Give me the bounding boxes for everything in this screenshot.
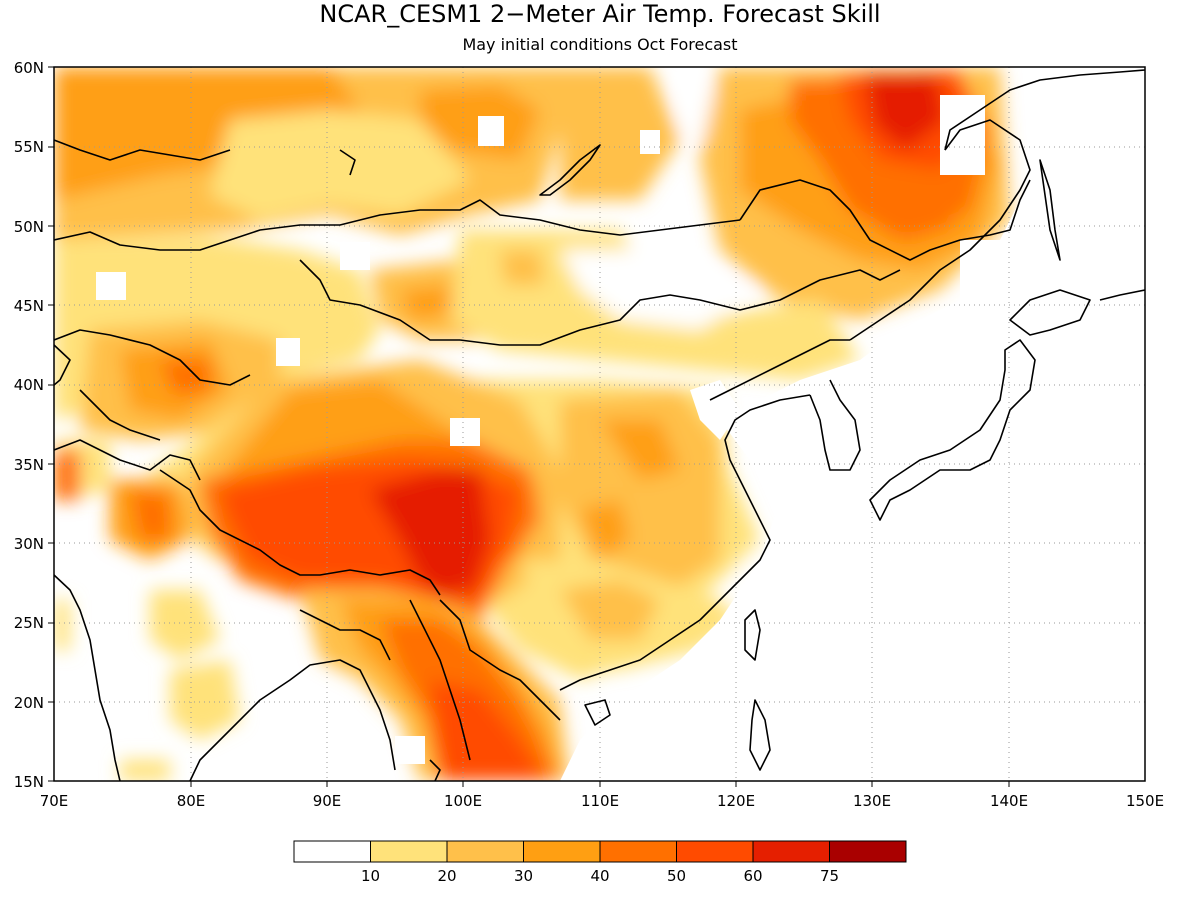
colorbar-label: 20 bbox=[437, 867, 456, 885]
lat-tick-label: 30N bbox=[14, 535, 44, 553]
lon-tick-label: 150E bbox=[1126, 792, 1164, 810]
colorbar-swatch bbox=[446, 840, 524, 863]
lon-tick-label: 80E bbox=[177, 792, 206, 810]
lat-tick-label: 35N bbox=[14, 456, 44, 474]
colorbar-label: 50 bbox=[667, 867, 686, 885]
lon-tick-label: 70E bbox=[40, 792, 69, 810]
lat-tick-label: 25N bbox=[14, 614, 44, 632]
lat-ticks bbox=[48, 66, 54, 782]
colorbar-swatch bbox=[523, 840, 601, 863]
colorbar-label: 10 bbox=[361, 867, 380, 885]
chart-title: NCAR_CESM1 2−Meter Air Temp. Forecast Sk… bbox=[319, 0, 880, 28]
lat-tick-label: 50N bbox=[14, 218, 44, 236]
colorbar-label: 60 bbox=[743, 867, 762, 885]
lat-tick-label: 45N bbox=[14, 297, 44, 315]
lat-tick-label: 20N bbox=[14, 694, 44, 712]
lat-axis: 60N 55N 50N 45N 40N 35N 30N 25N 20N 15N bbox=[14, 59, 44, 791]
colorbar-swatch bbox=[829, 840, 907, 863]
lat-tick-label: 40N bbox=[14, 376, 44, 394]
colorbar-label: 40 bbox=[590, 867, 609, 885]
lon-tick-label: 100E bbox=[444, 792, 482, 810]
colorbar-swatch bbox=[599, 840, 677, 863]
colorbar-swatch bbox=[293, 840, 371, 863]
lon-tick-label: 110E bbox=[581, 792, 619, 810]
skill-field bbox=[54, 67, 1145, 781]
colorbar: 10 20 30 40 50 60 75 bbox=[293, 840, 907, 885]
colorbar-swatch bbox=[752, 840, 830, 863]
lon-tick-label: 140E bbox=[990, 792, 1028, 810]
colorbar-label: 75 bbox=[820, 867, 839, 885]
coastlines-borders bbox=[54, 69, 1145, 781]
lon-ticks bbox=[190, 781, 1010, 787]
lat-tick-label: 55N bbox=[14, 138, 44, 156]
colorbar-swatch bbox=[370, 840, 448, 863]
chart-subtitle: May initial conditions Oct Forecast bbox=[462, 35, 737, 54]
lon-tick-label: 130E bbox=[853, 792, 891, 810]
colorbar-label: 30 bbox=[514, 867, 533, 885]
lon-axis: 70E 80E 90E 100E 110E 120E 130E 140E 150… bbox=[40, 792, 1164, 810]
colorbar-swatch bbox=[676, 840, 754, 863]
lon-tick-label: 90E bbox=[313, 792, 342, 810]
lon-tick-label: 120E bbox=[717, 792, 755, 810]
lat-tick-label: 15N bbox=[14, 773, 44, 791]
lat-tick-label: 60N bbox=[14, 59, 44, 77]
